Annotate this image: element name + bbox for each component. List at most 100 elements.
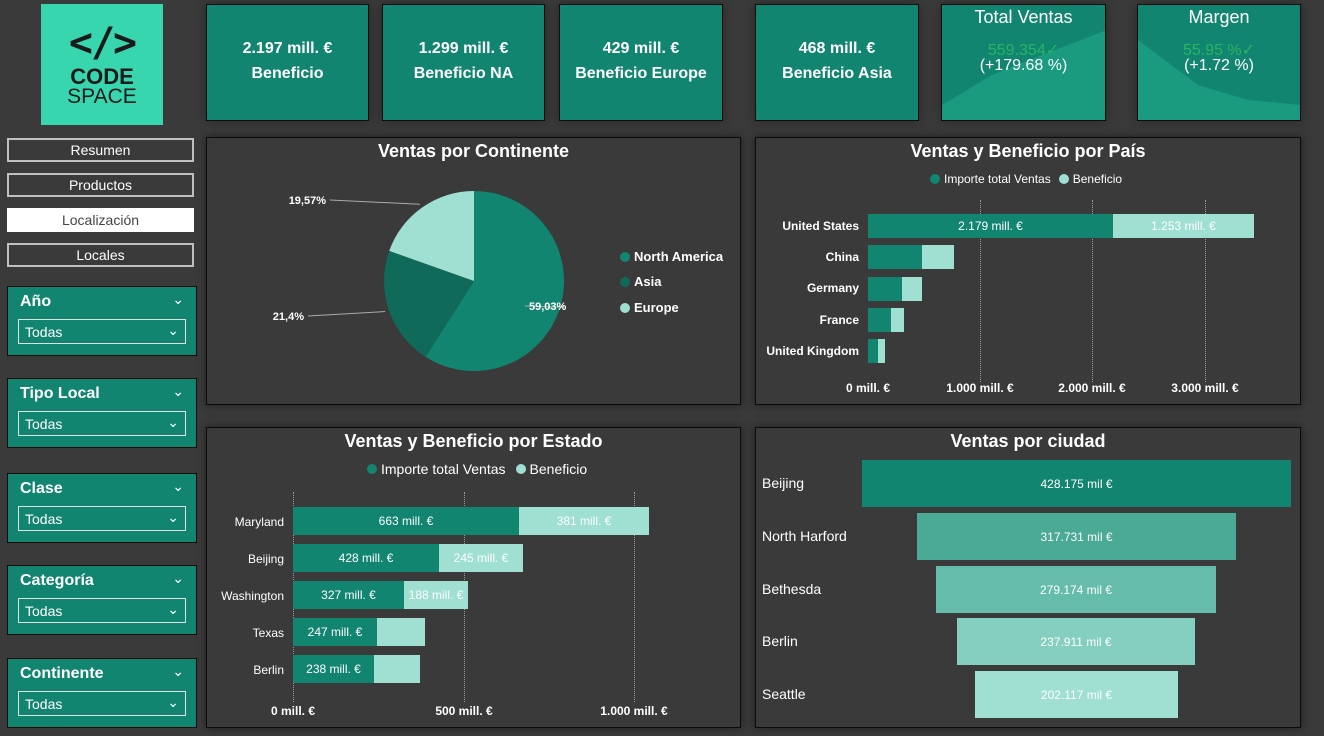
x-tick-label: 0 mill. € <box>845 381 891 395</box>
chart-legend: Importe total Ventas Beneficio <box>930 172 1122 186</box>
funnel-bar-seattle[interactable]: 202.117 mil € <box>975 671 1178 718</box>
slicer-title: Categoría <box>20 572 94 589</box>
axis-label-state: Berlin <box>253 663 284 677</box>
bar-sales-washington[interactable]: 327 mill. € <box>293 581 404 609</box>
bar-profit-united-states[interactable]: 1.253 mill. € <box>1113 214 1254 238</box>
slicer-ano: Año ⌄ Todas ⌄ <box>7 286 197 356</box>
slicer-dropdown[interactable]: Todas ⌄ <box>18 411 186 436</box>
code-brackets-icon: </> <box>68 19 137 66</box>
kpi-card-total-ventas: Total Ventas 559.354✓ (+179.68 %) <box>941 4 1106 121</box>
legend-item[interactable]: Asia <box>620 274 661 289</box>
nav-button-resumen[interactable]: Resumen <box>7 138 194 162</box>
chart-title: Ventas por ciudad <box>950 431 1106 451</box>
chevron-down-icon: ⌄ <box>167 601 179 617</box>
kpi-value: 1.299 mill. € <box>418 39 509 57</box>
bar-profit-maryland[interactable]: 381 mill. € <box>519 507 649 535</box>
x-tick-label: 1.000 mill. € <box>946 381 1014 395</box>
slicer-categoria: Categoría ⌄ Todas ⌄ <box>7 565 197 635</box>
pie-slice-north-america[interactable] <box>425 191 564 371</box>
bar-profit-washington[interactable]: 188 mill. € <box>404 581 468 609</box>
bar-sales-maryland[interactable]: 663 mill. € <box>293 507 519 535</box>
nav-button-locales[interactable]: Locales <box>7 243 194 267</box>
pie-slice-asia[interactable] <box>384 250 474 357</box>
legend-swatch <box>620 302 630 313</box>
axis-label-state: Beijing <box>247 552 284 566</box>
legend-label[interactable]: Beneficio <box>1072 172 1123 186</box>
kpi-card-beneficio: 2.197 mill. € Beneficio <box>206 4 369 121</box>
slicer-dropdown[interactable]: Todas ⌄ <box>18 506 186 531</box>
legend-item[interactable]: North America <box>620 249 723 264</box>
pie-leader-line <box>524 305 565 308</box>
slicer-title: Continente <box>20 665 104 682</box>
bar-sales-united-states[interactable]: 2.179 mill. € <box>868 214 1113 238</box>
chevron-down-icon[interactable]: ⌄ <box>172 478 184 494</box>
x-tick-label: 1.000 mill. € <box>600 704 668 718</box>
kpi-value: 429 mill. € <box>602 39 680 57</box>
kpi-card-beneficio-europe: 429 mill. € Beneficio Europe <box>559 4 723 121</box>
gridline <box>634 492 635 702</box>
trend-area-chart <box>1138 40 1300 120</box>
nav-button-productos[interactable]: Productos <box>7 173 194 197</box>
chevron-down-icon: ⌄ <box>167 509 179 525</box>
funnel-bar-beijing[interactable]: 428.175 mil € <box>862 460 1291 507</box>
axis-label-country: Germany <box>806 281 859 295</box>
pie-slice-europe[interactable] <box>389 191 474 281</box>
slicer-clase: Clase ⌄ Todas ⌄ <box>7 473 197 543</box>
bar-profit-china[interactable] <box>922 245 954 269</box>
legend-label: Europe <box>634 300 679 315</box>
axis-label-state: Washington <box>221 589 284 603</box>
chevron-down-icon[interactable]: ⌄ <box>172 663 184 679</box>
slicer-dropdown[interactable]: Todas ⌄ <box>18 598 186 623</box>
legend-item[interactable]: Europe <box>620 300 679 315</box>
nav-button-localizacion[interactable]: Localización <box>7 208 194 232</box>
kpi-title: Total Ventas <box>974 7 1073 27</box>
kpi-change: (+1.72 %) <box>1184 57 1254 74</box>
bar-profit-beijing[interactable]: 245 mill. € <box>439 544 523 572</box>
kpi-card-beneficio-asia: 468 mill. € Beneficio Asia <box>755 4 919 121</box>
chart-title: Ventas y Beneficio por País <box>910 141 1146 161</box>
funnel-bar-north-harford[interactable]: 317.731 mil € <box>917 513 1236 560</box>
dropdown-value: Todas <box>25 603 63 619</box>
axis-label-state: Maryland <box>234 515 284 529</box>
chevron-down-icon[interactable]: ⌄ <box>172 383 184 399</box>
bar-sales-france[interactable] <box>868 308 891 332</box>
slicer-dropdown[interactable]: Todas ⌄ <box>18 691 186 716</box>
legend-swatch <box>1058 174 1069 184</box>
logo-text-code: CODE <box>70 63 134 89</box>
bar-profit-berlin[interactable] <box>374 655 420 683</box>
pie-chart-panel: Ventas por Continente 59,03% 21,4% 19,57% … <box>206 137 741 405</box>
kpi-value: 468 mill. € <box>798 39 876 57</box>
legend-label[interactable]: Importe total Ventas <box>944 172 1051 186</box>
legend-label[interactable]: Beneficio <box>529 461 588 477</box>
bar-sales-china[interactable] <box>868 245 922 269</box>
funnel-label: Berlin <box>762 633 798 649</box>
funnel-bar-bethesda[interactable]: 279.174 mil € <box>936 566 1216 613</box>
bar-profit-united-kingdom[interactable] <box>878 339 885 363</box>
legend-label: Asia <box>634 274 662 289</box>
chevron-down-icon[interactable]: ⌄ <box>172 570 184 586</box>
trend-area-chart <box>942 30 1105 120</box>
pie-data-label: 21,4% <box>273 311 304 323</box>
kpi-value: 2.197 mill. € <box>242 39 333 57</box>
bar-profit-france[interactable] <box>891 308 904 332</box>
chevron-down-icon: ⌄ <box>167 414 179 430</box>
x-tick-label: 3.000 mill. € <box>1171 381 1239 395</box>
bar-profit-texas[interactable] <box>377 618 425 646</box>
chart-title: Ventas por Continente <box>377 141 570 161</box>
bar-sales-germany[interactable] <box>868 277 902 301</box>
kpi-label: Beneficio Europe <box>575 64 707 82</box>
bar-sales-berlin[interactable]: 238 mill. € <box>293 655 374 683</box>
legend-label[interactable]: Importe total Ventas <box>381 461 506 477</box>
legend-swatch <box>515 464 526 474</box>
pie-chart: 59,03% 21,4% 19,57% <box>273 191 567 371</box>
bar-sales-texas[interactable]: 247 mill. € <box>293 618 377 646</box>
kpi-title: Margen <box>1188 7 1250 27</box>
funnel-bar-berlin[interactable]: 237.911 mil € <box>957 618 1195 665</box>
bar-sales-united-kingdom[interactable] <box>868 339 878 363</box>
legend-swatch <box>620 276 630 287</box>
pie-leader-line <box>329 199 420 205</box>
slicer-dropdown[interactable]: Todas ⌄ <box>18 319 186 344</box>
bar-profit-germany[interactable] <box>902 277 922 301</box>
chevron-down-icon[interactable]: ⌄ <box>172 291 184 307</box>
bar-sales-beijing[interactable]: 428 mill. € <box>293 544 439 572</box>
